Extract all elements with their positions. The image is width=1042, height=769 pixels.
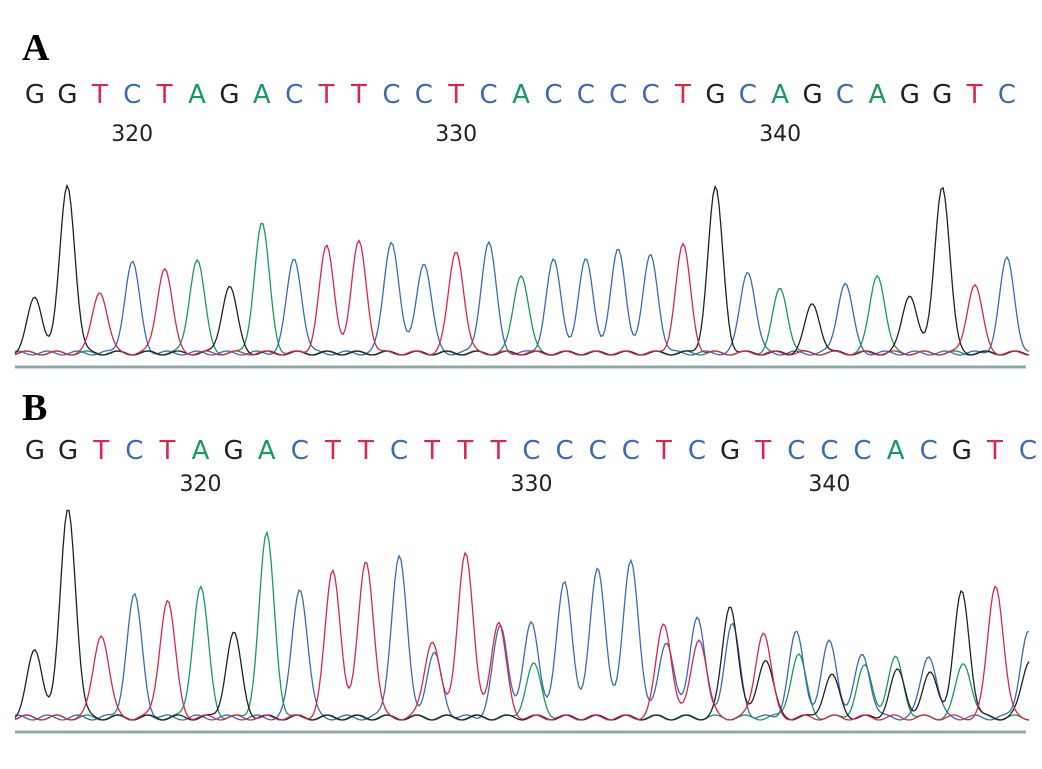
base-call-c: C [390, 436, 409, 466]
position-label: 340 [759, 122, 802, 147]
base-call-a: A [886, 436, 905, 466]
position-ticks-a: 320 330 340 [0, 122, 1042, 152]
base-call-c: C [687, 436, 707, 466]
trace-c [14, 240, 1030, 356]
base-call-a: A [771, 80, 790, 110]
base-call-t: T [159, 436, 176, 466]
base-call-a: A [868, 80, 887, 110]
base-call-t: T [93, 436, 110, 466]
base-call-c: C [588, 436, 607, 466]
base-call-a: A [188, 80, 206, 110]
base-call-c: C [125, 436, 144, 466]
base-call-t: T [318, 80, 335, 110]
base-call-a: A [252, 80, 271, 110]
base-call-c: C [285, 80, 304, 110]
base-call-c: C [609, 80, 628, 110]
base-call-t: T [966, 80, 983, 110]
base-call-c: C [522, 436, 541, 466]
base-call-c: C [997, 80, 1017, 110]
base-call-t: T [986, 436, 1003, 466]
trace-g [14, 509, 1030, 721]
position-label: 320 [179, 472, 222, 497]
base-call-t: T [424, 436, 441, 466]
base-call-g: G [57, 80, 78, 110]
base-call-c: C [738, 80, 757, 110]
base-call-c: C [544, 80, 563, 110]
base-call-g: G [951, 436, 972, 466]
base-call-c: C [621, 436, 640, 466]
base-call-c: C [835, 80, 855, 110]
position-label: 340 [808, 472, 851, 497]
position-label: 330 [510, 472, 553, 497]
trace-a [14, 530, 1030, 721]
base-call-c: C [382, 80, 401, 110]
trace-a [14, 222, 1030, 356]
trace-c [14, 554, 1030, 721]
base-call-g: G [899, 80, 920, 110]
base-call-t: T [324, 436, 341, 466]
panel-label-b: B [22, 387, 48, 429]
base-call-c: C [641, 80, 660, 110]
base-call-c: C [479, 80, 498, 110]
base-call-g: G [802, 80, 823, 110]
base-call-c: C [414, 80, 433, 110]
trace-t [14, 551, 1030, 721]
chromatogram-a [14, 183, 1030, 369]
base-call-a: A [191, 436, 210, 466]
trace-t [14, 239, 1030, 356]
chromatogram-b [14, 509, 1030, 734]
base-call-g: G [24, 80, 46, 110]
base-call-a: A [512, 80, 530, 110]
base-call-g: G [705, 80, 726, 110]
base-call-c: C [555, 436, 574, 466]
base-call-c: C [1018, 436, 1038, 466]
position-ticks-b: 320 330 340 [0, 472, 1042, 502]
base-call-a: A [257, 436, 276, 466]
base-call-g: G [24, 436, 46, 466]
base-call-c: C [576, 80, 595, 110]
base-call-g: G [58, 436, 79, 466]
position-label: 330 [435, 122, 478, 147]
base-call-t: T [490, 436, 507, 466]
base-call-g: G [720, 436, 741, 466]
base-call-t: T [675, 80, 691, 110]
base-call-g: G [219, 80, 240, 110]
base-call-t: T [156, 80, 173, 110]
base-call-c: C [123, 80, 142, 110]
base-call-t: T [655, 436, 672, 466]
base-call-t: T [457, 436, 474, 466]
base-call-t: T [351, 80, 367, 110]
base-call-g: G [223, 436, 244, 466]
base-call-t: T [755, 436, 772, 466]
position-label: 320 [111, 122, 154, 147]
base-call-c: C [820, 436, 839, 466]
panel-label-a: A [22, 27, 50, 69]
base-call-c: C [290, 436, 309, 466]
trace-g [14, 183, 1030, 356]
base-call-c: C [787, 436, 806, 466]
base-call-g: G [932, 80, 953, 110]
base-call-t: T [91, 80, 108, 110]
base-call-c: C [853, 436, 872, 466]
base-call-t: T [358, 436, 374, 466]
base-call-c: C [919, 436, 938, 466]
base-call-t: T [448, 80, 465, 110]
